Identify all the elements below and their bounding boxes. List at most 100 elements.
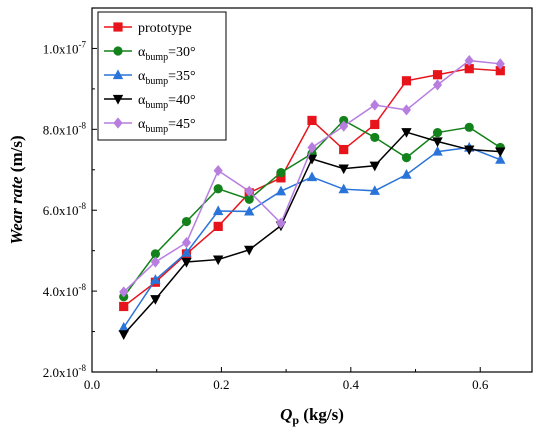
y-tick-mantissa: 8.0x10: [43, 122, 79, 137]
legend-label: prototype: [138, 21, 192, 36]
legend-label-suffix: =40°: [168, 93, 196, 108]
x-axis-title-sub: p: [292, 413, 299, 427]
y-axis-title-unit: (m/s): [7, 135, 26, 176]
data-point: [118, 321, 129, 332]
data-point: [432, 70, 443, 80]
data-point: [338, 164, 349, 175]
y-tick-mantissa: 6.0x10: [43, 203, 79, 218]
legend-label-suffix: =30°: [168, 45, 196, 60]
x-axis-title: Qp (kg/s): [280, 405, 344, 427]
data-point: [181, 236, 192, 249]
data-point: [401, 76, 412, 86]
legend-label-main: α: [138, 93, 146, 108]
axis-labels: Qp (kg/s) Wear rate (m/s): [7, 135, 344, 427]
data-point: [432, 145, 443, 156]
y-tick-exponent: -8: [79, 282, 87, 292]
legend-label: αbump=30°: [138, 45, 196, 63]
x-tick-label: 0.6: [472, 377, 489, 392]
legend-label-sub: bump: [145, 52, 168, 63]
x-tick-label: 0.4: [343, 377, 360, 392]
y-tick-label: 4.0x10-8: [43, 282, 87, 299]
data-point: [432, 127, 443, 138]
data-point: [276, 173, 286, 183]
data-point: [213, 221, 223, 231]
series-3: [118, 141, 506, 332]
data-point: [306, 154, 318, 165]
legend-entry: prototype: [104, 21, 192, 36]
y-tick-exponent: -8: [79, 363, 87, 373]
data-point: [432, 137, 443, 148]
series-4: [118, 128, 506, 340]
legend-marker: [112, 69, 124, 80]
y-tick-exponent: -8: [79, 201, 87, 211]
data-point: [119, 286, 129, 298]
x-axis-title-unit: (kg/s): [299, 405, 344, 424]
data-point: [370, 99, 380, 111]
legend-marker: [113, 22, 123, 32]
x-tick-label: 0.0: [84, 377, 100, 392]
legend-label-suffix: =35°: [168, 69, 196, 84]
data-point: [370, 119, 380, 130]
y-tick-mantissa: 1.0x10: [43, 41, 79, 56]
data-point: [370, 132, 380, 143]
legend-entry: αbump=40°: [104, 93, 196, 111]
data-point: [495, 154, 506, 164]
legend-entry: αbump=35°: [104, 69, 196, 87]
y-tick-label: 2.0x10-8: [43, 363, 87, 380]
data-point: [150, 295, 161, 305]
y-tick-label: 1.0x10-7: [43, 39, 87, 56]
y-tick-exponent: -7: [79, 39, 87, 49]
legend-marker: [112, 94, 124, 105]
x-axis-title-main: Q: [280, 405, 292, 424]
data-point: [495, 58, 505, 70]
data-point: [213, 164, 223, 177]
data-point: [276, 217, 286, 229]
data-point: [213, 184, 223, 194]
data-point: [119, 301, 129, 312]
legend-label-sub: bump: [145, 100, 168, 111]
x-tick-label: 0.2: [213, 377, 229, 392]
data-point: [495, 66, 505, 76]
legend-entry: αbump=30°: [104, 45, 196, 63]
data-point: [276, 168, 286, 178]
legend-marker: [113, 46, 123, 56]
data-point: [307, 115, 317, 126]
data-point: [401, 153, 412, 163]
data-point: [244, 245, 255, 256]
data-point: [369, 161, 380, 172]
data-point: [369, 185, 380, 195]
y-tick-exponent: -8: [79, 120, 87, 130]
data-point: [401, 169, 412, 179]
data-point: [464, 64, 474, 74]
y-tick-mantissa: 2.0x10: [43, 365, 79, 380]
data-point: [244, 205, 255, 216]
data-point: [181, 247, 192, 257]
data-point: [150, 256, 161, 268]
data-point: [181, 257, 192, 268]
data-point: [339, 120, 349, 132]
y-tick-mantissa: 4.0x10: [43, 284, 79, 299]
data-point: [464, 122, 474, 132]
y-axis-title-main: Wear rate: [7, 176, 26, 245]
data-point: [118, 330, 129, 340]
legend-label-sub: bump: [145, 76, 168, 87]
data-point: [401, 104, 412, 116]
data-point: [150, 274, 161, 284]
data-point: [181, 216, 192, 227]
data-point: [150, 249, 161, 259]
data-point: [244, 194, 254, 204]
data-point: [401, 128, 412, 138]
legend-marker: [113, 117, 123, 129]
data-point: [432, 79, 443, 91]
data-point: [338, 183, 349, 194]
legend-label-suffix: =45°: [168, 117, 196, 132]
legend-label-sub: bump: [145, 124, 168, 135]
series-5: [119, 54, 505, 298]
data-point: [212, 205, 224, 216]
y-tick-label: 6.0x10-8: [43, 201, 87, 218]
data-point: [212, 255, 224, 266]
data-point: [306, 171, 318, 182]
legend-label-main: α: [138, 117, 146, 132]
data-point: [275, 185, 287, 196]
